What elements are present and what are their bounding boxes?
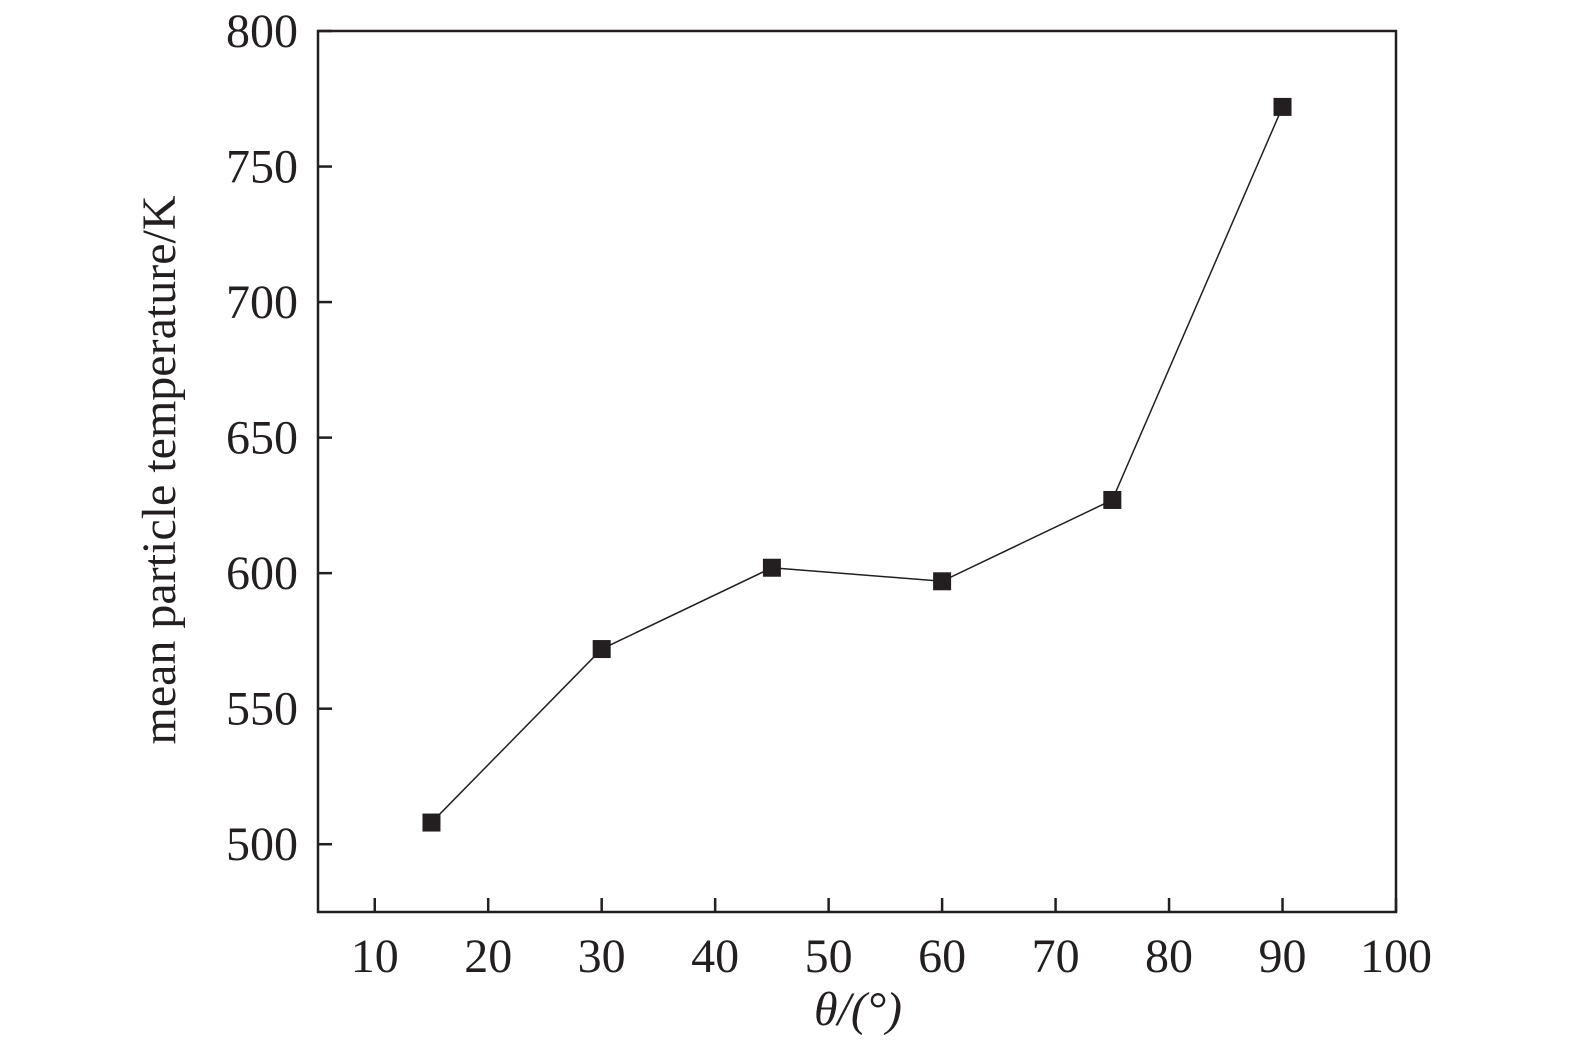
x-tick-label: 10 <box>351 930 399 983</box>
y-tick-label: 800 <box>226 5 298 58</box>
y-tick-label: 550 <box>226 683 298 736</box>
x-tick-label: 90 <box>1259 930 1307 983</box>
point-marker <box>1273 97 1292 116</box>
y-axis-label: mean particle temperature/K <box>133 195 186 744</box>
x-tick-label: 80 <box>1145 930 1193 983</box>
y-tick-label: 500 <box>226 818 298 871</box>
x-tick-label: 70 <box>1032 930 1080 983</box>
series-line <box>430 106 1284 824</box>
x-tick-label: 50 <box>805 930 853 983</box>
plot-frame <box>316 29 1398 914</box>
x-axis-label: θ/(°) <box>814 983 902 1036</box>
point-marker <box>422 813 441 832</box>
x-tick-label: 20 <box>464 930 512 983</box>
point-marker <box>933 572 952 591</box>
x-tick-label: 30 <box>578 930 626 983</box>
y-tick-label: 600 <box>226 547 298 600</box>
x-tick-label: 40 <box>691 930 739 983</box>
point-marker <box>592 640 611 659</box>
point-marker <box>762 558 781 577</box>
y-tick-label: 650 <box>226 412 298 465</box>
y-tick-label: 700 <box>226 276 298 329</box>
y-tick-label: 750 <box>226 141 298 194</box>
point-marker <box>1103 490 1122 509</box>
x-tick-label: 100 <box>1360 930 1432 983</box>
x-tick-label: 60 <box>918 930 966 983</box>
